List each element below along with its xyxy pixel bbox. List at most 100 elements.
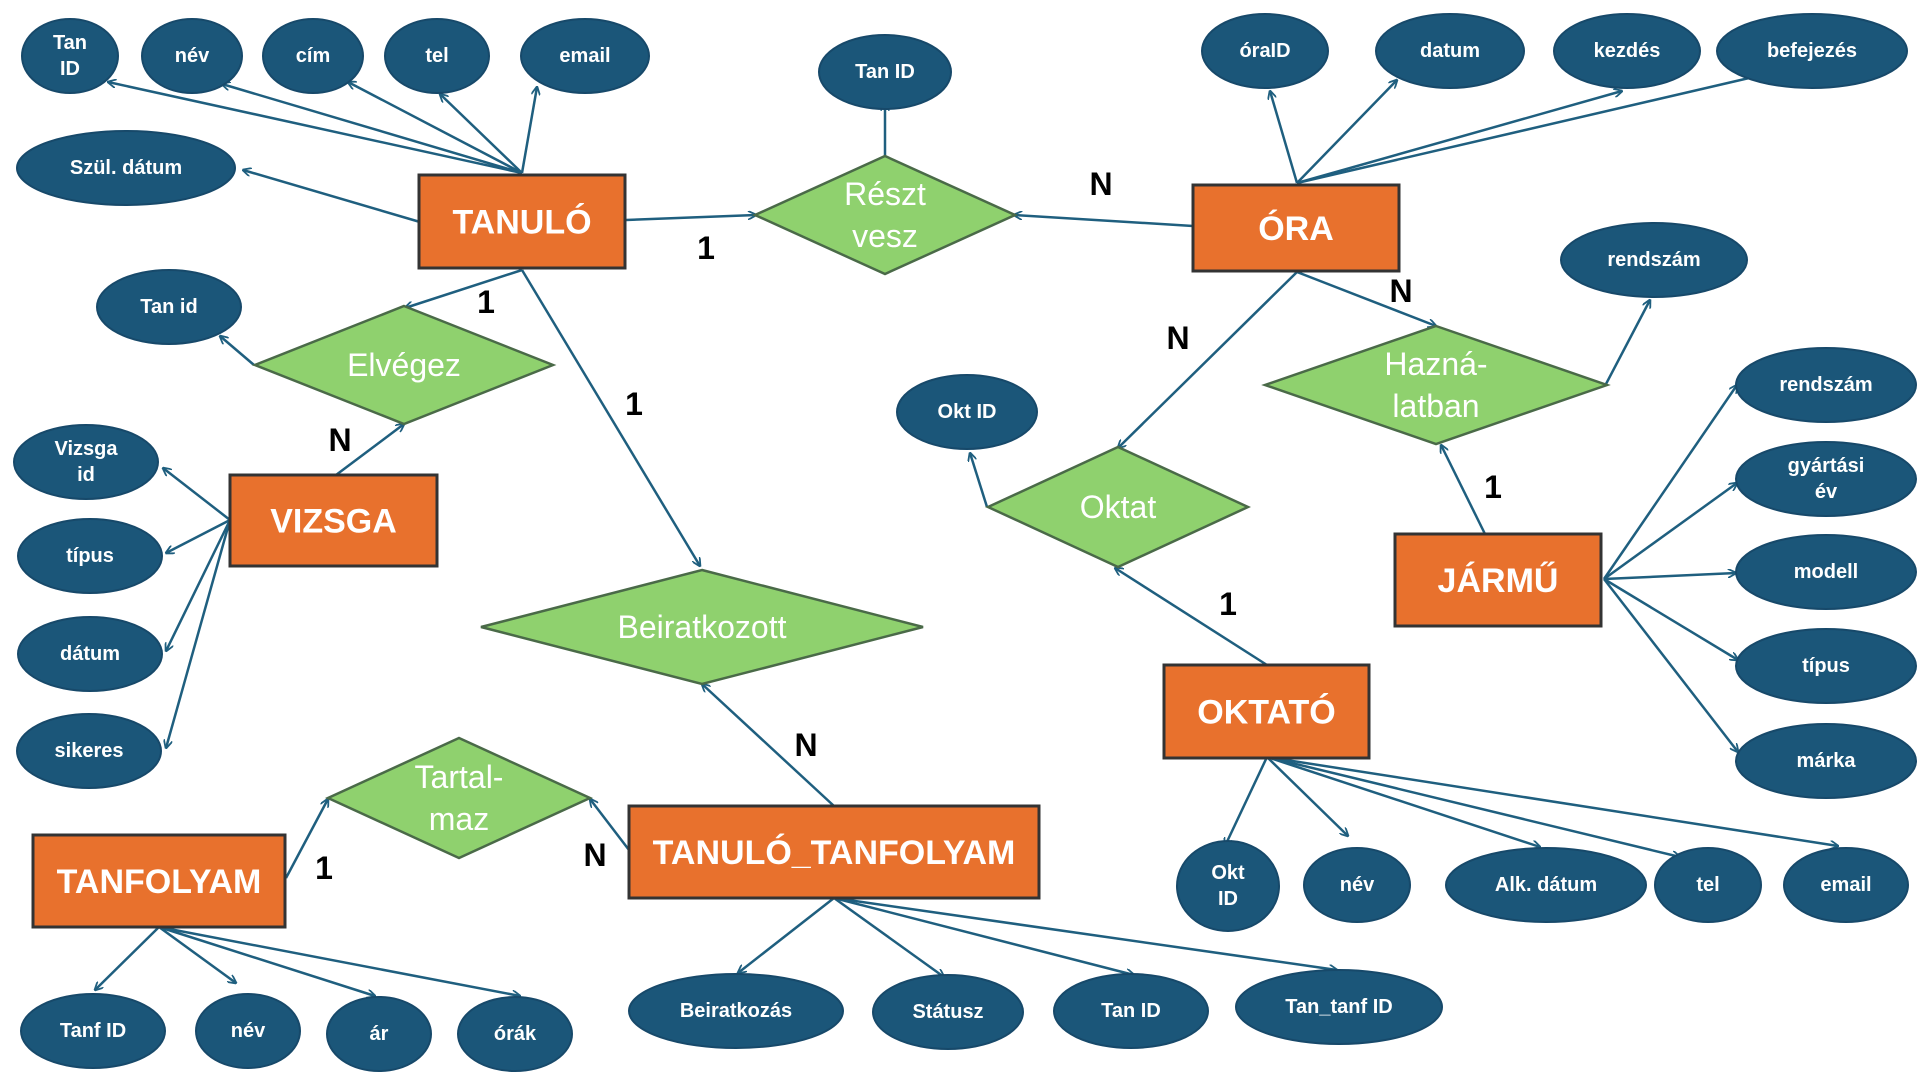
- connector-ora-oraid: [1270, 91, 1299, 184]
- relationship-hasznalatban: Hazná-latban: [1261, 324, 1611, 446]
- cardinality-tanfolyam-tartalmaz: 1: [315, 850, 333, 886]
- attribute-tanulo-tan-id: Tan ID: [21, 18, 119, 94]
- attribute-vizsga-tipus-shape: [17, 518, 163, 594]
- connector-tt-tanid: [833, 896, 1134, 975]
- attribute-jarmu-rendszam-label-1: rendszám: [1779, 374, 1872, 396]
- cardinality-vizsga-elvegez: N: [328, 422, 351, 458]
- relationship-reszt-vesz-label-2: vesz: [852, 218, 918, 254]
- relationship-reszt-vesz-label-1: Részt: [844, 176, 926, 212]
- attribute-vizsga-datum-label-1: dátum: [60, 643, 120, 665]
- relationship-reszt-vesz: Részt vesz: [751, 154, 1019, 276]
- connector-ora-hasznalatban: [1296, 270, 1436, 326]
- attribute-tanulo-cim: cím: [262, 18, 364, 94]
- attribute-tanulo-nev: név: [141, 18, 243, 94]
- attribute-tanulo-cim-shape: [262, 18, 364, 94]
- attribute-tanulo-tel-label-1: tel: [425, 45, 448, 67]
- connector-tanulo-email: [520, 87, 537, 174]
- attribute-hasznalatban-rendszam-label-1: rendszám: [1607, 249, 1700, 271]
- attribute-tanulo-email: email: [520, 18, 650, 94]
- connector-tt-tartalmaz: [590, 799, 630, 851]
- attribute-ora-befejezes: befejezés: [1716, 13, 1908, 89]
- connector-vizsga-datum: [166, 519, 232, 651]
- attribute-reszt-vesz-tan-id-label-1: Tan ID: [855, 61, 915, 83]
- attribute-reszt-vesz-tan-id-shape: [818, 34, 952, 110]
- connector-elvegez-tanid: [220, 336, 255, 366]
- attribute-oktato-email-label-1: email: [1820, 874, 1871, 896]
- cardinality-ora-resztvesz: N: [1089, 166, 1112, 202]
- attribute-ora-oraid-label-1: óraID: [1239, 40, 1290, 62]
- entity-vizsga: VIZSGA: [228, 473, 439, 568]
- connector-jarmu-marka: [1603, 578, 1738, 752]
- cardinality-ora-oktat: N: [1166, 320, 1189, 356]
- relationship-hasznalatban-label-1: Hazná-: [1384, 346, 1487, 382]
- attribute-tanulo-tan-id-label-2: ID: [60, 58, 80, 80]
- connector-jarmu-rendszam: [1602, 385, 1737, 580]
- relationship-elvegez: Elvégez: [251, 304, 557, 426]
- relationship-tartalmaz-shape: [324, 736, 594, 860]
- attribute-jarmu-modell-label-1: modell: [1794, 561, 1858, 583]
- attribute-tanulo-szul-datum-label-1: Szül. dátum: [70, 157, 182, 179]
- connector-hasznalatban-rendszam: [1604, 300, 1650, 385]
- attribute-tanfolyam-nev-label-1: név: [231, 1020, 266, 1042]
- attribute-ora-kezdes: kezdés: [1553, 13, 1701, 89]
- attribute-oktato-alk-datum-shape: [1445, 847, 1647, 923]
- cardinality-tt-tartalmaz: N: [583, 837, 606, 873]
- attribute-oktato-tel-shape: [1654, 847, 1762, 923]
- entity-ora-label: ÓRA: [1258, 210, 1334, 248]
- attribute-tanulo-szul-datum-shape: [16, 130, 236, 206]
- attribute-tanfolyam-nev-shape: [195, 993, 301, 1069]
- attribute-oktato-okt-id-label-2: ID: [1218, 888, 1238, 910]
- attribute-tt-tan-tanf-id: Tan_tanf ID: [1235, 969, 1443, 1045]
- attribute-ora-kezdes-label-1: kezdés: [1594, 40, 1661, 62]
- cardinalities: 1 N 1 N 1 N N 1 N 1 1 N: [315, 166, 1502, 886]
- connector-oktato-nev: [1266, 756, 1348, 836]
- attribute-oktato-nev-label-1: név: [1340, 874, 1375, 896]
- connector-tanfolyam-tanfid: [95, 926, 160, 990]
- entity-tanulo-tanfolyam-box: [627, 804, 1041, 900]
- attribute-vizsga-sikeres-shape: [16, 713, 162, 789]
- attribute-jarmu-gyartasi-ev-label-2: év: [1815, 481, 1838, 503]
- attribute-tt-beiratkozas: Beiratkozás: [628, 973, 844, 1049]
- attribute-vizsga-sikeres: sikeres: [16, 713, 162, 789]
- entity-ora-box: [1191, 183, 1401, 273]
- entity-oktato-box: [1162, 663, 1371, 760]
- relationship-tartalmaz: Tartal-maz: [324, 736, 594, 860]
- attribute-vizsga-tipus: típus: [17, 518, 163, 594]
- attribute-tanulo-tan-id-shape: [21, 18, 119, 94]
- attribute-tanfolyam-nev: név: [195, 993, 301, 1069]
- attribute-jarmu-rendszam: rendszám: [1735, 347, 1917, 423]
- attribute-tt-statusz: Státusz: [872, 974, 1024, 1050]
- relationships: Részt vesz Elvégez Hazná-latban Oktat Beiratk…: [251, 154, 1611, 860]
- connector-oktato-email: [1266, 755, 1838, 846]
- connector-jarmu-modell: [1603, 573, 1736, 581]
- attribute-vizsga-datum: dátum: [17, 616, 163, 692]
- attribute-elvegez-tan-id-shape: [96, 269, 242, 345]
- connector-tanfolyam-orak: [158, 925, 520, 996]
- attribute-oktato-tel-label-1: tel: [1696, 874, 1719, 896]
- attribute-tanfolyam-tanf-id-shape: [20, 993, 166, 1069]
- attribute-elvegez-tan-id: Tan id: [96, 269, 242, 345]
- entity-tanfolyam-label: TANFOLYAM: [57, 863, 262, 901]
- attribute-jarmu-marka: márka: [1735, 723, 1917, 799]
- entity-vizsga-label: VIZSGA: [270, 503, 397, 541]
- attribute-tanulo-cim-label-1: cím: [296, 45, 330, 67]
- cardinality-tt-beiratkozott: N: [794, 727, 817, 763]
- attribute-oktato-okt-id-label-1: Okt: [1211, 862, 1245, 884]
- relationship-beiratkozott: Beiratkozott: [480, 568, 924, 686]
- attribute-tt-tan-id-shape: [1053, 973, 1209, 1049]
- attribute-jarmu-modell-shape: [1735, 534, 1917, 610]
- attribute-jarmu-marka-shape: [1735, 723, 1917, 799]
- attribute-oktat-okt-id-label-1: Okt ID: [938, 401, 997, 423]
- attribute-reszt-vesz-tan-id: Tan ID: [818, 34, 952, 110]
- cardinality-tanulo-beiratkozott: 1: [625, 386, 643, 422]
- attribute-tanfolyam-orak-shape: [457, 996, 573, 1072]
- attribute-oktato-email: email: [1783, 847, 1909, 923]
- connector-tanulo-elvegez: [405, 268, 523, 308]
- attribute-tanfolyam-tanf-id-label-1: Tanf ID: [60, 1020, 126, 1042]
- relationship-oktat: Oktat: [985, 445, 1251, 569]
- attribute-tanulo-tel-shape: [384, 18, 490, 94]
- attribute-oktato-alk-datum: Alk. dátum: [1445, 847, 1647, 923]
- relationship-elvegez-shape: [251, 304, 557, 426]
- connector-tanulo-szul: [243, 170, 421, 224]
